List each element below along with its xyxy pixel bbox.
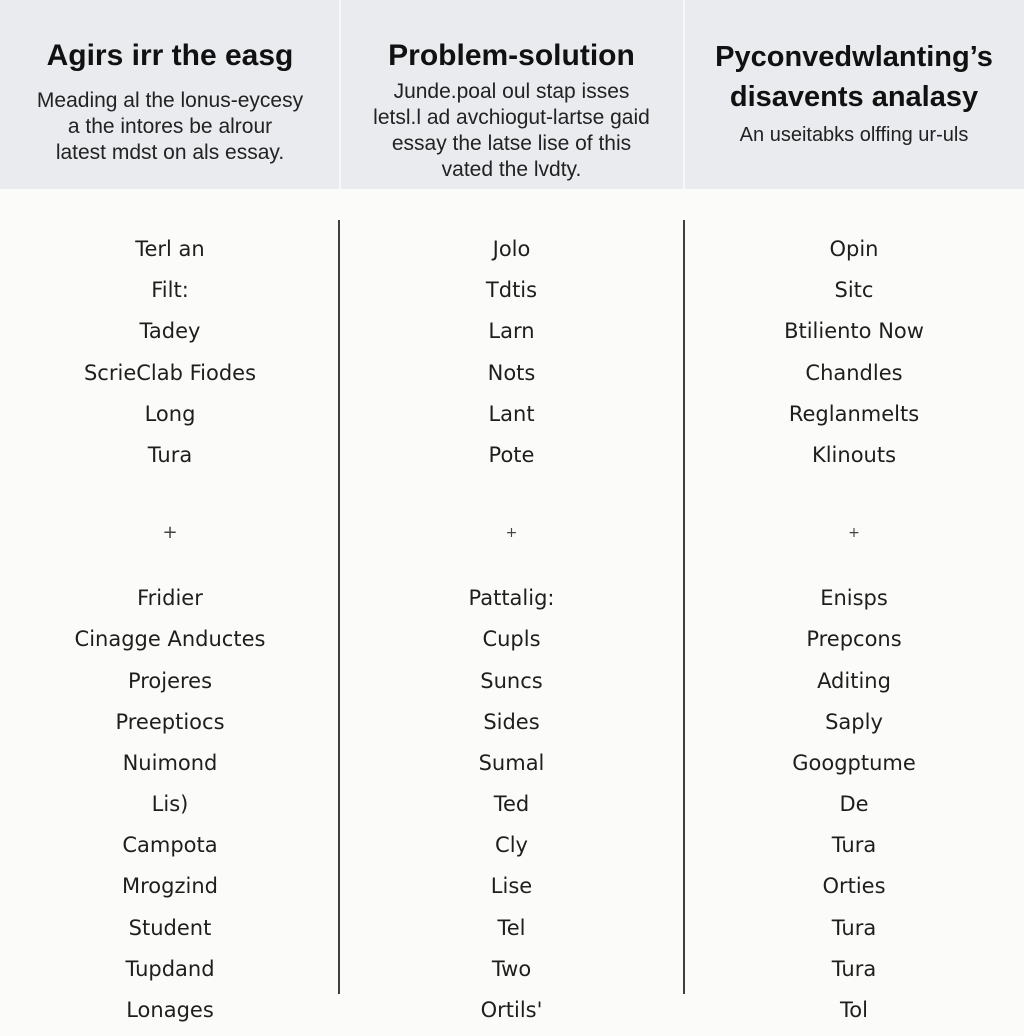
bottom-item-group: Fridier Cinagge Anductes Projeres Preept… <box>0 583 340 1036</box>
column-list: Opin Sitc Btiliento Now Chandles Reglanm… <box>684 234 1024 1036</box>
list-item: De <box>839 792 869 817</box>
list-item: Btiliento Now <box>784 319 924 344</box>
list-item: Lis) <box>151 792 189 817</box>
column-title: Pyconvedwlanting’s disavents analasy <box>715 41 993 113</box>
list-item: Sides <box>483 709 540 734</box>
list-item: Tdtis <box>485 278 538 303</box>
column-header: Pyconvedwlanting’s disavents analasy An … <box>684 34 1024 184</box>
column-description: Meading al the lonus-eycesy a the intore… <box>36 89 304 164</box>
column-list: Jolo Tdtis Larn Nots Lant Pote + Pattali… <box>341 234 682 1036</box>
list-item: Campota <box>122 833 218 858</box>
list-item: Lant <box>488 401 535 426</box>
list-item: Saply <box>825 709 883 734</box>
list-item: Prepcons <box>806 627 902 652</box>
list-item: Enisps <box>820 586 888 611</box>
list-item: Ted <box>493 792 530 817</box>
bottom-item-group: Pattalig: Cupls Suncs Sides Sumal Ted Cl… <box>341 583 682 1036</box>
list-item: Sitc <box>834 278 874 303</box>
top-item-group: Jolo Tdtis Larn Nots Lant Pote <box>341 234 682 481</box>
list-item: Lise <box>490 874 533 899</box>
list-item: Long <box>144 401 196 426</box>
list-item: Filt: <box>151 278 189 303</box>
list-item: Googptume <box>792 750 916 775</box>
list-item: Cly <box>495 833 528 858</box>
list-item: Opin <box>829 237 879 261</box>
list-item: Tel <box>497 915 526 940</box>
column-title: Agirs irr the easg <box>46 39 294 72</box>
list-item: Two <box>491 956 532 981</box>
list-item: Tol <box>840 998 868 1022</box>
column-divider <box>683 220 685 994</box>
column-divider <box>338 220 340 994</box>
list-item: Fridier <box>137 586 203 611</box>
plus-icon: + <box>162 521 178 543</box>
list-item: Reglanmelts <box>788 401 920 426</box>
list-item: Tupdand <box>125 956 215 981</box>
list-item: Ortils' <box>480 998 543 1022</box>
list-item: Mrogzind <box>122 874 218 899</box>
list-item: Tura <box>831 833 877 858</box>
list-item: Nots <box>487 360 536 385</box>
column-header: Problem-solution Junde.poal oul stap iss… <box>341 34 682 184</box>
list-item: Chandles <box>805 360 903 385</box>
column-description: An useitabks olffing ur-uls <box>739 124 969 146</box>
bottom-item-group: Enisps Prepcons Aditing Saply Googptume … <box>684 583 1024 1036</box>
column-3: Pyconvedwlanting’s disavents analasy An … <box>684 0 1024 1024</box>
top-item-group: Terl an Filt: Tadey ScrieClab Fiodes Lon… <box>0 234 340 481</box>
column-description: Junde.poal oul stap isses letsl.l ad avc… <box>373 80 650 181</box>
list-item: ScrieClab Fiodes <box>83 360 257 385</box>
list-item: Pote <box>488 442 535 467</box>
list-item: Projeres <box>127 668 213 693</box>
plus-icon: + <box>848 524 860 541</box>
list-item: Orties <box>822 874 886 899</box>
list-item: Klinouts <box>811 442 897 467</box>
list-item: Tura <box>831 956 877 981</box>
list-item: Larn <box>488 319 535 344</box>
list-item: Sumal <box>478 750 545 775</box>
column-list: Terl an Filt: Tadey ScrieClab Fiodes Lon… <box>0 234 340 1036</box>
top-item-group: Opin Sitc Btiliento Now Chandles Reglanm… <box>684 234 1024 481</box>
list-item: Aditing <box>817 668 891 693</box>
header-band <box>0 0 1024 189</box>
list-item: Tadey <box>139 319 201 344</box>
header-divider <box>683 0 685 189</box>
list-item: Tura <box>831 915 877 940</box>
list-item: Pattalig: <box>468 586 555 611</box>
plus-icon: + <box>505 524 518 541</box>
list-item: Preeptiocs <box>115 709 225 734</box>
header-divider <box>339 0 341 189</box>
column-header: Agirs irr the easg Meading al the lonus-… <box>0 34 340 184</box>
list-item: Cupls <box>482 627 541 652</box>
list-item: Jolo <box>492 237 531 261</box>
column-title: Problem-solution <box>388 39 635 72</box>
list-item: Tura <box>147 442 193 467</box>
list-item: Terl an <box>135 237 205 261</box>
list-item: Student <box>128 915 212 940</box>
list-item: Lonages <box>126 998 214 1022</box>
column-1: Agirs irr the easg Meading al the lonus-… <box>0 0 340 1024</box>
column-2: Problem-solution Junde.poal oul stap iss… <box>341 0 682 1024</box>
list-item: Cinagge Anductes <box>74 627 266 652</box>
list-item: Suncs <box>480 668 543 693</box>
list-item: Nuimond <box>122 750 218 775</box>
